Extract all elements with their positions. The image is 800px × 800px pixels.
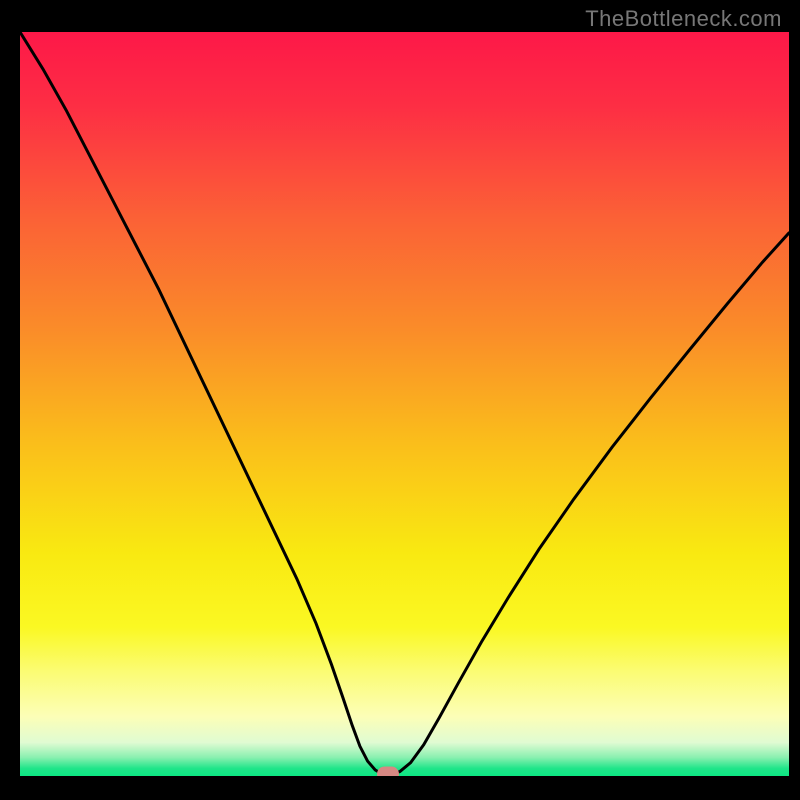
curve-path xyxy=(20,32,789,775)
plot-area xyxy=(20,32,789,776)
minimum-marker xyxy=(377,766,399,776)
watermark-text: TheBottleneck.com xyxy=(585,6,782,32)
bottleneck-curve xyxy=(20,32,789,776)
